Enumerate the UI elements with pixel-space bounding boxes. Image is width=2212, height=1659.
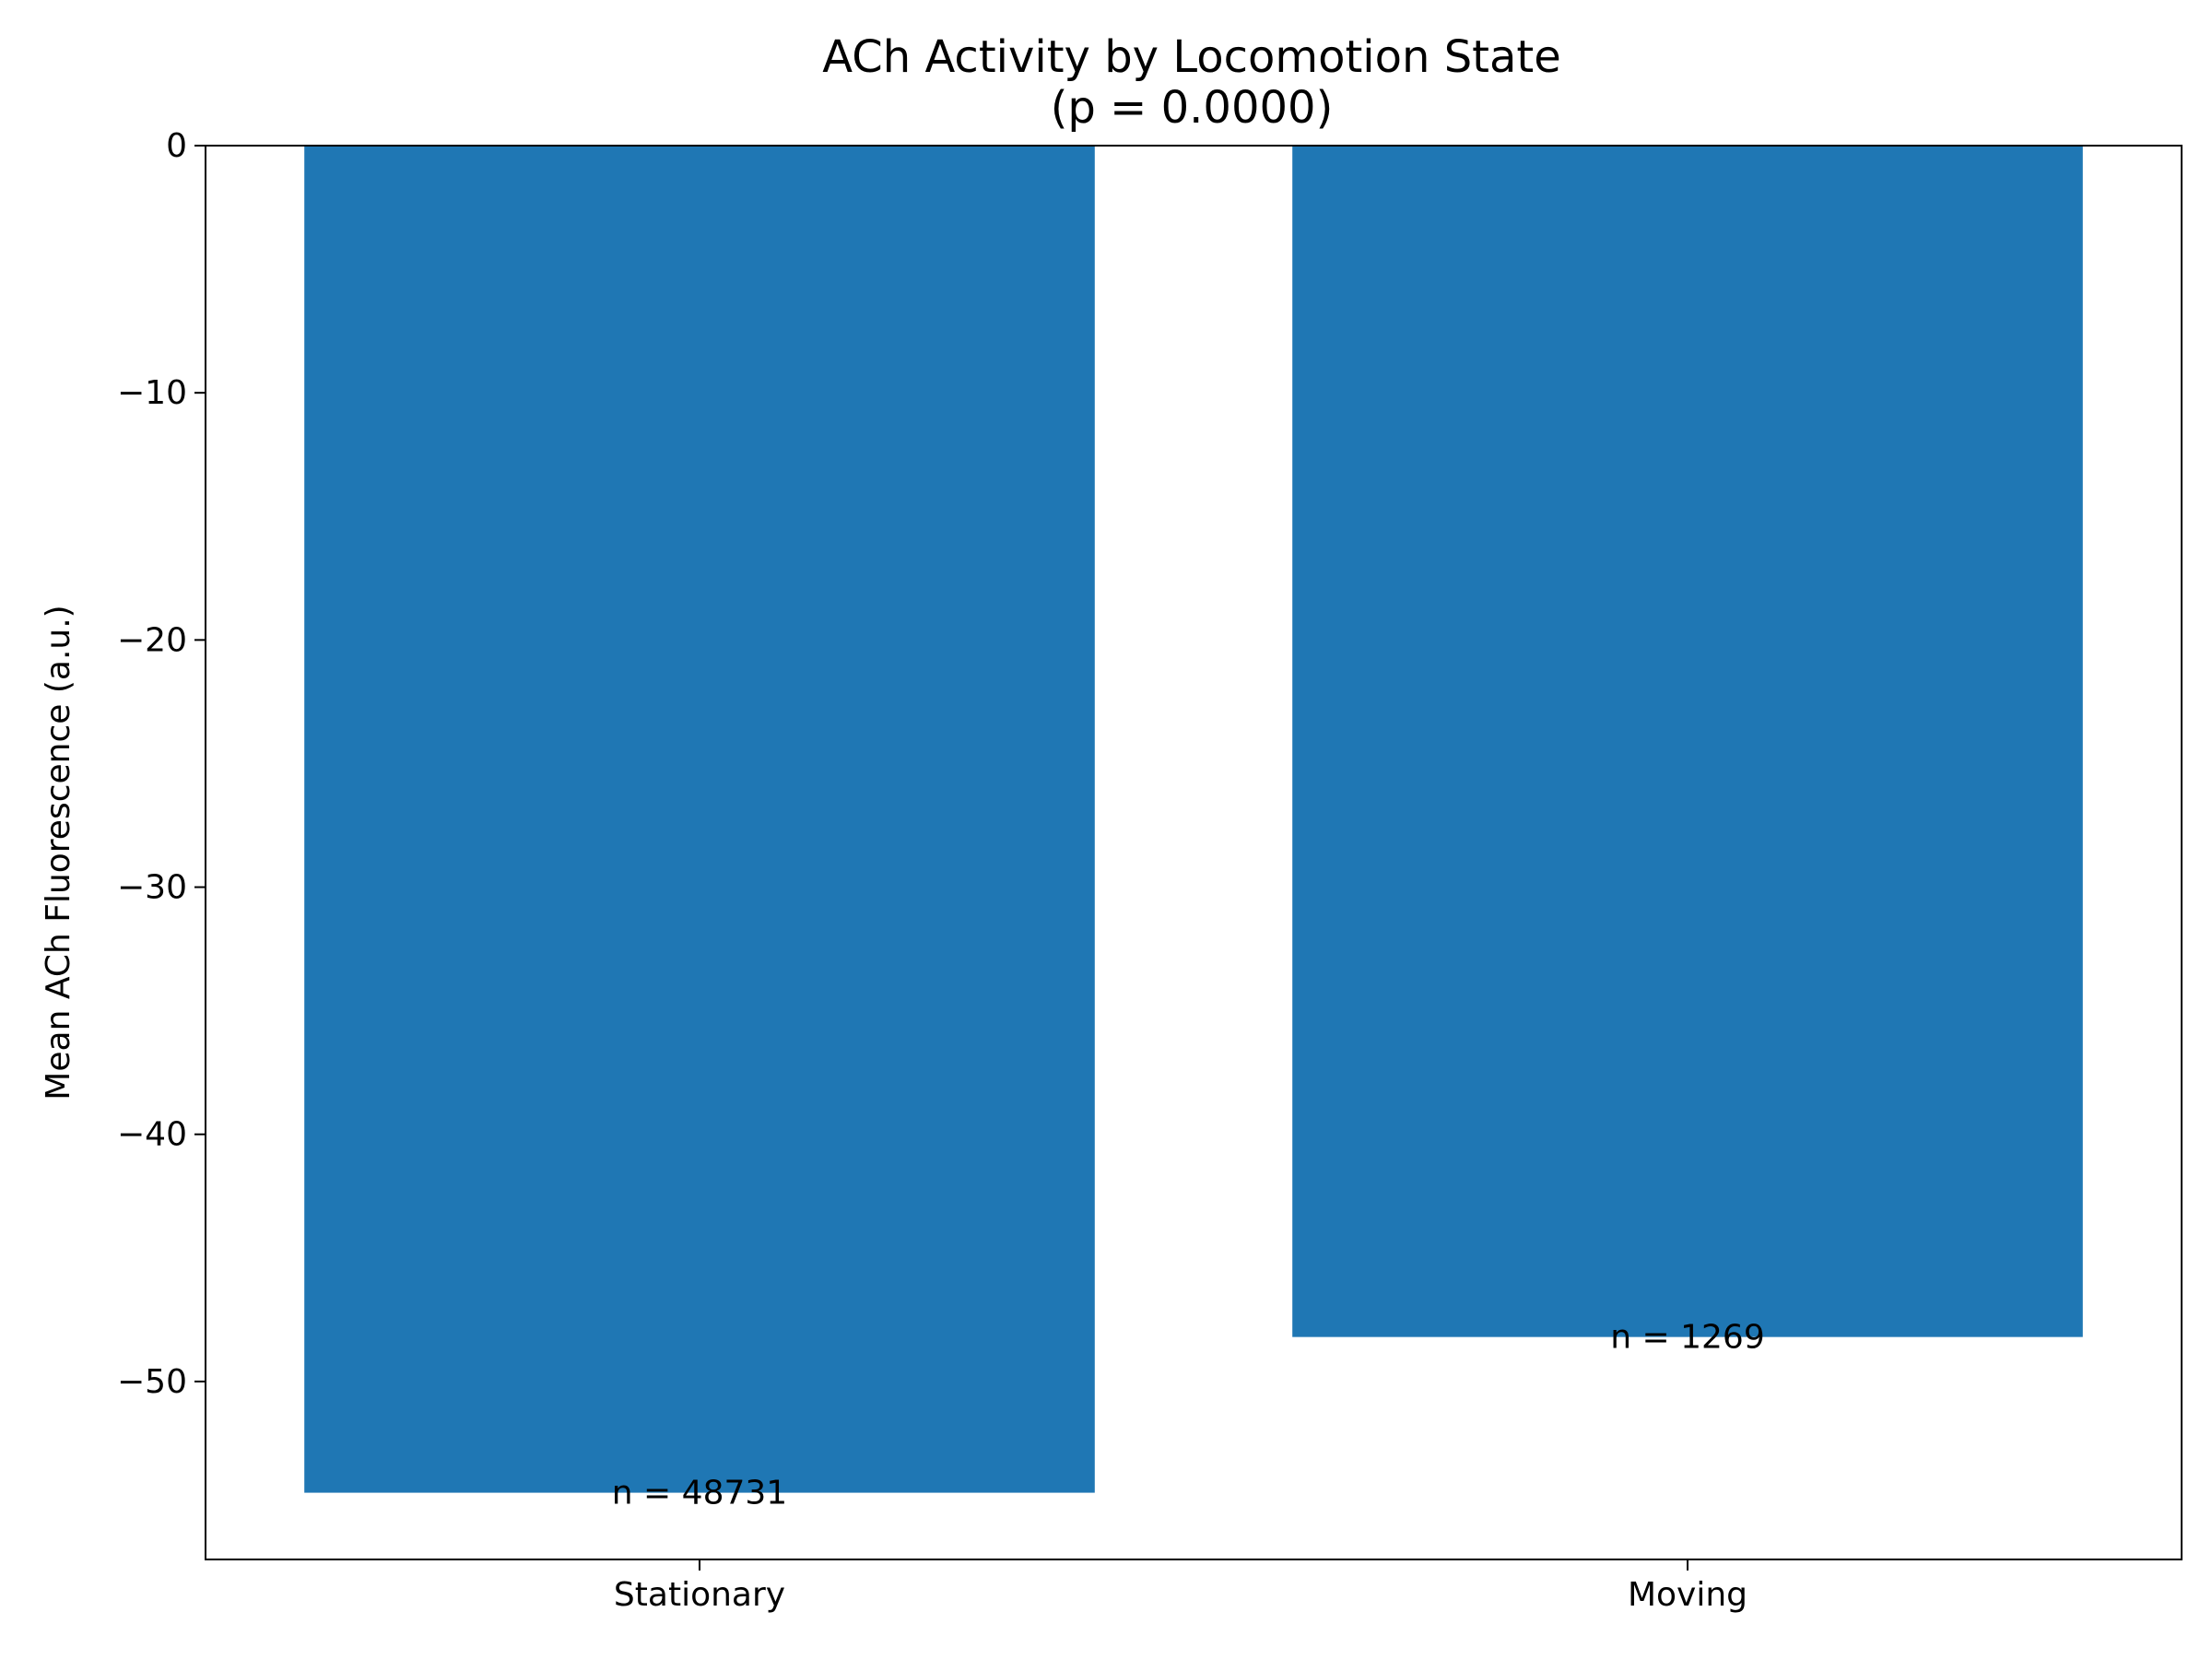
bar-annotations: n = 48731 n = 1269 (612, 1319, 1765, 1512)
bar-annotation: n = 1269 (1610, 1319, 1764, 1357)
y-axis-label: Mean ACh Fluorescence (a.u.) (40, 605, 77, 1100)
y-tick-label: −50 (117, 1363, 187, 1401)
chart-title: ACh Activity by Locomotion State (822, 31, 1561, 83)
y-tick-label: −10 (117, 374, 187, 412)
y-tick-label: −30 (117, 869, 187, 907)
axes-frame (205, 145, 2183, 1560)
bar-moving (1292, 146, 2083, 1337)
y-axis-ticks: 0 −10 −20 −30 −40 −50 (117, 127, 206, 1401)
bar-stationary (304, 146, 1095, 1493)
x-tick-label: Stationary (614, 1576, 785, 1614)
chart-subtitle: (p = 0.0000) (1051, 82, 1334, 134)
y-tick-label: −20 (117, 621, 187, 659)
bar-annotation: n = 48731 (612, 1475, 787, 1512)
bars-group (304, 146, 2083, 1493)
y-tick-label: −40 (117, 1116, 187, 1154)
x-axis-ticks: Stationary Moving (614, 1559, 1747, 1614)
y-tick-label: 0 (166, 127, 187, 165)
x-tick-label: Moving (1628, 1576, 1747, 1614)
